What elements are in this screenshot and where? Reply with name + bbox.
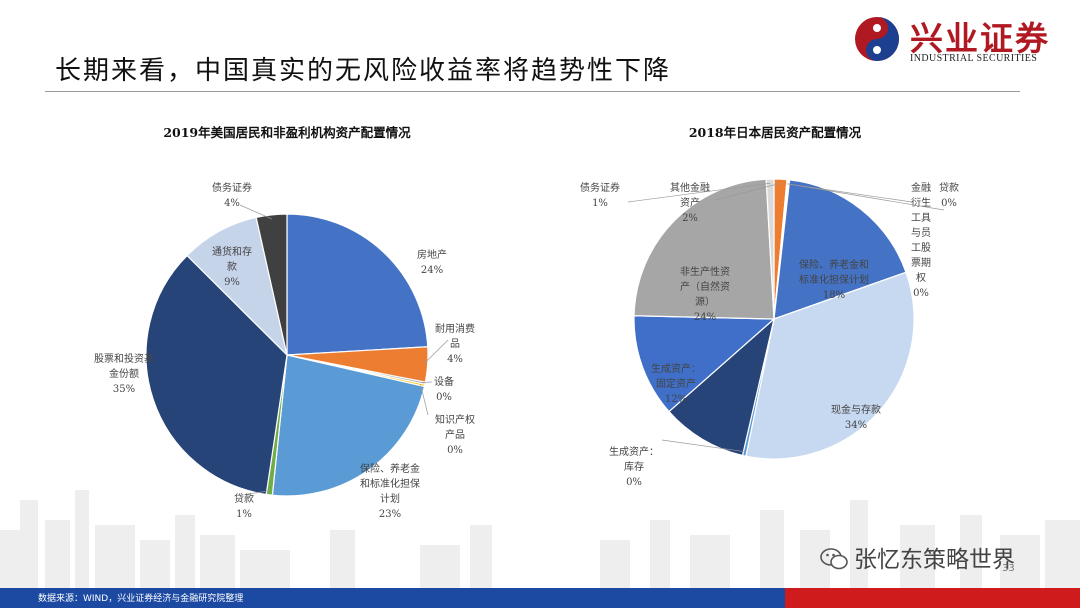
slice-label: 保险、养老金和标准化担保计划 18%	[799, 258, 869, 301]
slice-label: 保险、养老金和标准化担保计划 23%	[360, 462, 420, 520]
leader-line	[661, 439, 746, 453]
japan-pie	[633, 178, 915, 460]
slice-label: 知识产权产品 0%	[435, 413, 475, 456]
title-divider	[45, 91, 1020, 92]
pie-slice	[633, 315, 776, 413]
city-skyline-background	[0, 490, 1080, 590]
slice-label: 债务证券 1%	[580, 181, 620, 209]
pie-slice	[286, 213, 429, 356]
pie-slice	[271, 354, 426, 497]
slice-label: 房地产 24%	[417, 248, 447, 276]
logo-mark-icon	[855, 17, 899, 61]
pie-slice	[773, 179, 907, 320]
pie-slice	[765, 178, 775, 320]
logo-subtitle: INDUSTRIAL SECURITIES	[910, 53, 1038, 64]
footer-bar-red	[785, 588, 1080, 608]
footer-bar-blue	[0, 588, 785, 608]
slice-label: 金融衍生工具与员工股票期权 0%	[911, 181, 931, 299]
slice-label: 非生产性资产（自然资源） 24%	[680, 265, 730, 323]
us-chart-title: 2019年美国居民和非盈利机构资产配置情况	[163, 125, 411, 140]
leader-line	[239, 204, 273, 220]
pie-slice	[186, 216, 289, 357]
us-pie	[145, 213, 429, 497]
slice-label: 生成资产：固定资产 12%	[651, 362, 701, 405]
pie-slice	[255, 213, 288, 356]
data-source: 数据来源：WIND，兴业证券经济与金融研究院整理	[38, 594, 244, 604]
watermark: 张忆东策略世界	[820, 540, 1015, 574]
slice-label: 其他金融资产 2%	[670, 181, 710, 224]
slice-label: 现金与存款 34%	[831, 403, 881, 431]
leader-line	[627, 182, 771, 203]
watermark-text: 张忆东策略世界	[854, 547, 1015, 573]
slice-label: 耐用消费品 4%	[435, 322, 475, 365]
page-title: 长期来看，中国真实的无风险收益率将趋势性下降	[55, 56, 672, 86]
pie-slice	[668, 317, 776, 457]
pie-slice	[745, 271, 915, 460]
leader-line	[423, 339, 449, 365]
leader-line	[787, 183, 913, 203]
pie-slice	[633, 178, 775, 320]
leader-line	[788, 183, 945, 211]
slice-label: 通货和存款 9%	[212, 245, 252, 288]
slice-label: 生成资产：库存 0%	[609, 445, 659, 488]
slice-label: 债务证券 4%	[212, 181, 252, 209]
japan-chart-title: 2018年日本居民资产配置情况	[689, 125, 862, 140]
leader-line	[247, 490, 270, 495]
pie-slice	[145, 254, 288, 496]
leader-line	[420, 384, 429, 416]
us-pie-labels: 房地产 24% 耐用消费品 4% 设备 0% 知识产权产品 0% 保险、养老金和标准化担保计划 2…	[94, 181, 475, 520]
leader-line	[714, 183, 781, 201]
logo: 兴业证券 INDUSTRIAL SECURITIES	[852, 12, 1067, 68]
logo-name: 兴业证券	[910, 19, 1050, 58]
japan-pie-labels: 其他金融资产 2% 金融衍生工具与员工股票期权 0% 贷款 0% 保险、养老金和标准化担保计…	[580, 181, 959, 488]
slice-label: 设备 0%	[434, 375, 454, 403]
slice-label: 贷款 1%	[234, 492, 254, 520]
us-asset-allocation-chart: 2019年美国居民和非盈利机构资产配置情况 房地产 24% 耐用消费品 4% 设备 0% 知…	[94, 125, 475, 520]
slice-label: 贷款 0%	[939, 181, 959, 209]
slice-label: 股票和投资基金份额 35%	[94, 352, 154, 395]
page-number: 33	[1002, 563, 1015, 574]
japan-asset-allocation-chart: 2018年日本居民资产配置情况 其他金融资产 2% 金融衍生工具与员工股票期权 0% 贷…	[580, 125, 959, 488]
wechat-icon	[820, 548, 848, 570]
